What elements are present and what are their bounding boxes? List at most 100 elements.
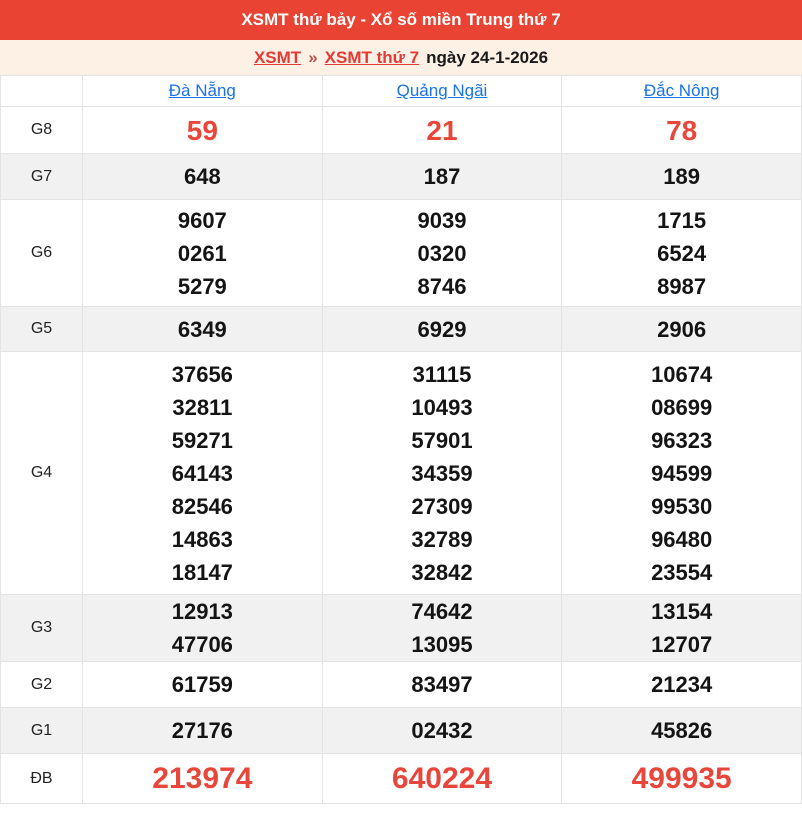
prize-numbers-g8-col1: 21 (321, 106, 563, 154)
prize-numbers-g7-col0: 648 (82, 153, 323, 200)
prize-label-g5: G5 (0, 306, 83, 352)
prize-number: 213974 (152, 762, 253, 795)
results-tbody: G8 59 21 78 G7 648 187 189 G6 9607 0261 5279 9039 032… (0, 106, 802, 804)
prize-numbers-g1-col2: 45826 (561, 707, 802, 754)
prize-numbers-g4-col2: 10674 08699 96323 94599 99530 96480 23554 (561, 351, 802, 595)
province-link-1[interactable]: Quảng Ngãi (396, 81, 488, 100)
prize-number: 0320 (417, 240, 467, 266)
prize-row-db: ĐB 213974 640224 499935 (0, 753, 802, 804)
prize-number: 32842 (411, 559, 473, 585)
prize-numbers-g8-col2: 78 (561, 106, 802, 154)
prize-row-g1: G1 27176 02432 45826 (0, 707, 802, 754)
prize-number: 9607 (177, 207, 227, 233)
prize-numbers-g8-col0: 59 (82, 106, 323, 154)
prize-number: 640224 (391, 762, 493, 795)
province-link-2[interactable]: Đắc Nông (643, 81, 720, 100)
prize-number: 21234 (651, 672, 713, 697)
prize-number: 59271 (171, 427, 233, 453)
prize-numbers-db-col1: 640224 (321, 753, 563, 804)
province-link-0[interactable]: Đà Nẵng (168, 81, 236, 100)
prize-number: 187 (423, 164, 461, 189)
prize-number: 96323 (651, 427, 713, 453)
page-title: XSMT thứ bảy - Xổ số miền Trung thứ 7 (241, 10, 561, 29)
prize-number: 02432 (411, 718, 473, 743)
prize-number: 8987 (657, 273, 707, 299)
prize-numbers-g6-col1: 9039 0320 8746 (321, 199, 563, 307)
prize-label-g8: G8 (0, 106, 83, 154)
prize-number: 8746 (417, 273, 467, 299)
prize-row-g4: G4 37656 32811 59271 64143 82546 14863 18147 311… (0, 351, 802, 595)
prize-number: 13154 (651, 599, 713, 624)
prize-numbers-g4-col0: 37656 32811 59271 64143 82546 14863 18147 (82, 351, 323, 595)
province-header-row: Đà Nẵng Quảng Ngãi Đắc Nông (0, 75, 802, 107)
prize-label-g1: G1 (0, 707, 83, 754)
breadcrumb-separator-icon: » (308, 47, 318, 67)
prize-number: 57901 (411, 427, 473, 453)
prize-number: 1715 (657, 207, 707, 233)
prize-number: 14863 (171, 526, 233, 552)
province-header: Đà Nẵng (82, 75, 323, 107)
prize-number: 10674 (651, 361, 713, 387)
prize-number: 47706 (171, 632, 233, 657)
prize-number: 45826 (651, 718, 713, 743)
prize-number: 82546 (171, 493, 233, 519)
prize-number: 64143 (171, 460, 233, 486)
prize-number: 499935 (631, 762, 732, 795)
prize-number: 13095 (411, 632, 473, 657)
page-header: XSMT thứ bảy - Xổ số miền Trung thứ 7 (0, 0, 802, 40)
prize-row-g3: G3 12913 47706 74642 13095 13154 12707 (0, 594, 802, 662)
prize-numbers-g3-col1: 74642 13095 (321, 594, 563, 662)
prize-number: 59 (186, 114, 218, 146)
prize-row-g8: G8 59 21 78 (0, 106, 802, 154)
prize-number: 83497 (411, 672, 473, 697)
prize-label-db: ĐB (0, 753, 83, 804)
prize-number: 27309 (411, 493, 473, 519)
province-header: Đắc Nông (561, 75, 802, 107)
prize-number: 08699 (651, 394, 713, 420)
prize-label-g4: G4 (0, 351, 83, 595)
prize-label-g6: G6 (0, 199, 83, 307)
prize-number: 31115 (412, 361, 472, 387)
prize-number: 10493 (411, 394, 473, 420)
prize-label-g2: G2 (0, 661, 83, 708)
draw-date: ngày 24-1-2026 (426, 47, 549, 67)
prize-numbers-db-col2: 499935 (561, 753, 802, 804)
prize-row-g7: G7 648 187 189 (0, 153, 802, 200)
breadcrumb-link-xsmt-thu-7[interactable]: XSMT thứ 7 (324, 47, 420, 67)
prize-numbers-g6-col0: 9607 0261 5279 (82, 199, 323, 307)
prize-numbers-g5-col0: 6349 (82, 306, 323, 352)
prize-number: 99530 (651, 493, 713, 519)
prize-number: 12913 (171, 599, 233, 624)
prize-numbers-g5-col2: 2906 (561, 306, 802, 352)
breadcrumb-link-xsmt[interactable]: XSMT (253, 47, 302, 67)
prize-numbers-g2-col0: 61759 (82, 661, 323, 708)
prize-numbers-g5-col1: 6929 (321, 306, 563, 352)
prize-number: 32789 (411, 526, 473, 552)
prize-numbers-g1-col1: 02432 (321, 707, 563, 754)
prize-numbers-g7-col2: 189 (561, 153, 802, 200)
prize-column-header-empty (0, 75, 83, 107)
prize-numbers-g3-col0: 12913 47706 (82, 594, 323, 662)
prize-number: 9039 (417, 207, 467, 233)
prize-number: 18147 (171, 559, 233, 585)
prize-numbers-g3-col2: 13154 12707 (561, 594, 802, 662)
province-header: Quảng Ngãi (321, 75, 563, 107)
prize-number: 74642 (411, 599, 473, 624)
prize-number: 6349 (177, 316, 227, 342)
prize-number: 27176 (171, 718, 233, 743)
prize-number: 32811 (172, 394, 233, 420)
breadcrumb: XSMT » XSMT thứ 7 ngày 24-1-2026 (0, 40, 802, 75)
prize-number: 78 (666, 114, 698, 146)
prize-number: 12707 (651, 632, 713, 657)
prize-numbers-g6-col2: 1715 6524 8987 (561, 199, 802, 307)
prize-label-g3: G3 (0, 594, 83, 662)
prize-number: 189 (663, 164, 701, 189)
prize-label-g7: G7 (0, 153, 83, 200)
prize-numbers-g2-col2: 21234 (561, 661, 802, 708)
prize-number: 6524 (657, 240, 707, 266)
prize-numbers-g1-col0: 27176 (82, 707, 323, 754)
prize-number: 61759 (171, 672, 233, 697)
prize-number: 23554 (651, 559, 713, 585)
prize-row-g6: G6 9607 0261 5279 9039 0320 8746 1715 6524 8987 (0, 199, 802, 307)
